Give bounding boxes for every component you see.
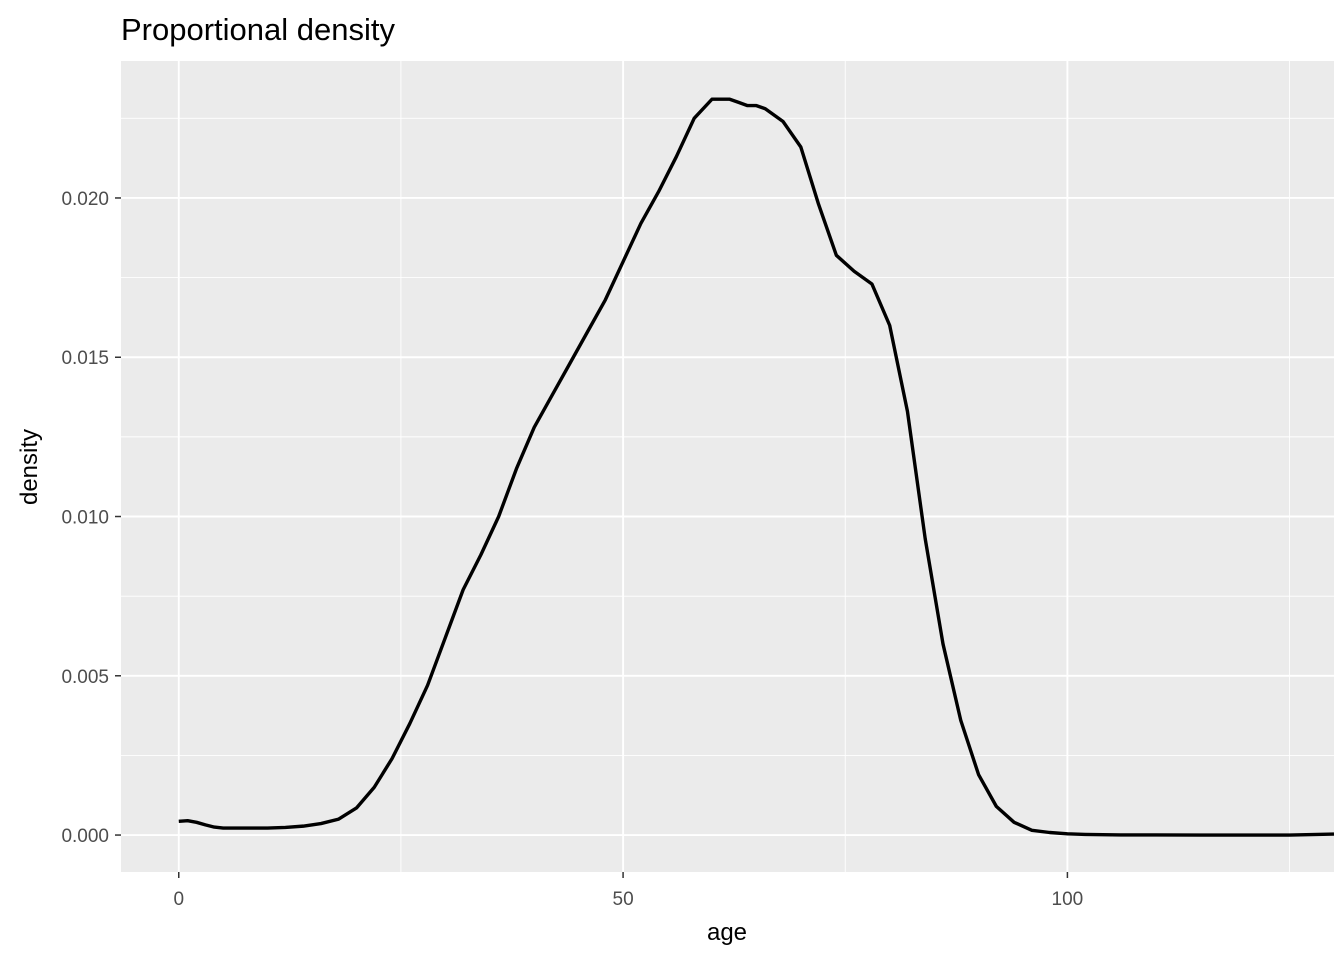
x-axis-label: age — [707, 919, 747, 946]
y-tick-label: 0.010 — [61, 508, 109, 529]
x-tick-label: 0 — [173, 889, 184, 910]
y-tick-label: 0.020 — [61, 189, 109, 210]
y-tick-label: 0.005 — [61, 667, 109, 688]
x-tick-label: 100 — [1052, 889, 1084, 910]
y-axis-ticks: 0.000 0.005 0.010 0.015 0.020 — [61, 189, 121, 847]
y-tick-label: 0.000 — [61, 826, 109, 847]
x-axis-ticks: 0 50 100 — [173, 872, 1083, 910]
chart-title: Proportional density — [121, 12, 395, 47]
density-line — [178, 97, 1335, 837]
grid-major — [121, 61, 1334, 872]
y-tick-label: 0.015 — [61, 348, 109, 369]
grid-minor — [121, 61, 1334, 872]
x-tick-label: 50 — [613, 889, 634, 910]
y-axis-label: density — [16, 429, 43, 505]
plot-panel — [121, 61, 1334, 872]
